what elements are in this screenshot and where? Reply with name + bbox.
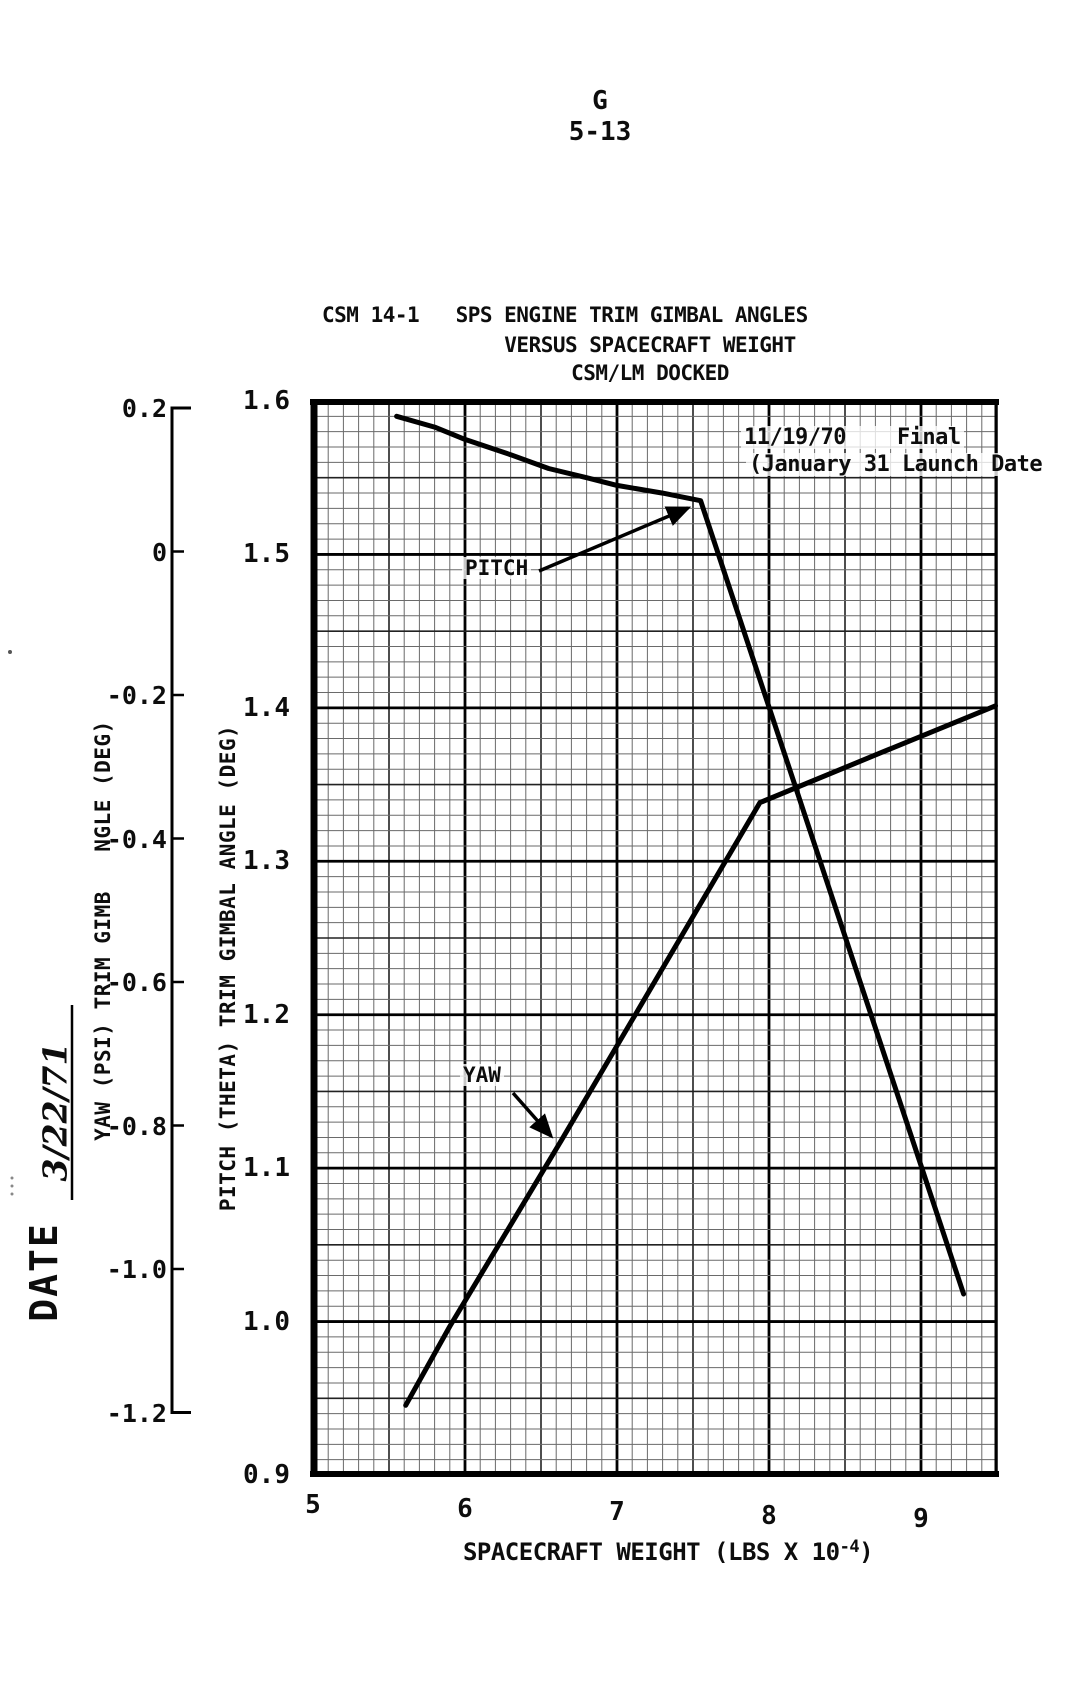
page-header-letter: G [592,86,608,116]
x-axis-title-prefix: SPACECRAFT WEIGHT (LBS X 10 [462,1538,840,1566]
scan-artifact [10,1176,14,1180]
yaw-tick-label: 0.2 [121,394,167,423]
x-tick-label: 8 [761,1500,777,1531]
x-axis-title-suffix: ) [859,1538,874,1566]
chart-title-line1: CSM 14-1 SPS ENGINE TRIM GIMBAL ANGLES [322,303,808,327]
pitch-tick-label: 1.3 [243,846,290,877]
x-tick-label: 5 [305,1490,321,1520]
page-number: 5-13 [568,117,632,147]
pitch-curve-label: PITCH [462,557,532,579]
pitch-leader-arrow [538,506,692,573]
yaw-tick-label: 0 [151,537,167,567]
yaw-tick-label: -0.4 [106,824,167,854]
pitch-tick-label: 1.2 [243,999,290,1030]
scan-artifact [8,650,12,654]
yaw-tick-label: -0.6 [106,968,167,997]
annotation-date-final: 11/19/70 Final [741,426,964,449]
x-axis-title: SPACECRAFT WEIGHT (LBS X 10-4) [363,1537,973,1566]
pitch-tick-label: 1.0 [243,1306,290,1337]
pitch-tick-label: 0.9 [243,1460,290,1490]
pitch-curve [394,413,967,1297]
scan-artifact [10,1192,14,1196]
yaw-curve-label: YAW [460,1064,504,1086]
yaw-axis-bracket [170,406,191,1414]
x-tick-label: 6 [457,1493,473,1524]
x-tick-label: 9 [913,1504,929,1534]
x-axis-title-exponent: -4 [839,1537,860,1557]
pitch-tick-label: 1.4 [243,692,290,723]
yaw-axis-label-lower: YAW (PSI) TRIM GIMB [91,891,115,1141]
x-tick-label: 7 [609,1497,625,1527]
yaw-leader-arrow [511,1091,554,1139]
scan-artifact [10,1184,14,1188]
pitch-tick-label: 1.1 [243,1153,290,1184]
date-label: DATE [22,1222,66,1322]
chart-title-line3: CSM/LM DOCKED [571,361,729,385]
yaw-tick-label: -1.0 [106,1255,167,1284]
plot-border [310,399,999,1477]
yaw-tick-label: -1.2 [106,1398,167,1428]
yaw-tick-label: -0.8 [106,1111,167,1141]
pitch-tick-label: 1.5 [243,539,290,570]
pitch-tick-label: 1.6 [243,386,290,416]
pitch-axis-label: PITCH (THETA) TRIM GIMBAL ANGLE (DEG) [216,724,240,1212]
annotation-launch-date: (January 31 Launch Date [746,453,1046,476]
grid [311,399,998,1477]
yaw-tick-label: -0.2 [106,681,167,710]
chart-title-line2: VERSUS SPACECRAFT WEIGHT [504,333,796,357]
yaw-curve [403,703,998,1408]
handwritten-date: 3/22/71 [35,1042,75,1182]
